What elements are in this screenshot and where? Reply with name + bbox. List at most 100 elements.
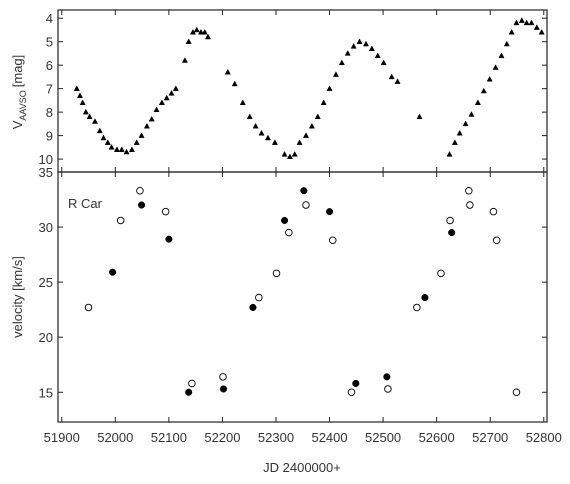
y-tick-label: 15 xyxy=(39,385,53,400)
data-point xyxy=(188,379,196,388)
data-point xyxy=(285,228,293,237)
data-point xyxy=(271,139,278,145)
data-point xyxy=(380,59,387,66)
data-point xyxy=(138,201,146,209)
data-point xyxy=(462,120,469,127)
label-main: V xyxy=(10,120,25,129)
data-point xyxy=(489,207,498,216)
data-point xyxy=(308,122,315,129)
data-point xyxy=(338,59,345,66)
y-axis-label: VAAVSO [mag] xyxy=(10,55,28,130)
data-point xyxy=(204,33,211,40)
data-point xyxy=(352,379,360,387)
label-unit: [mag] xyxy=(10,55,25,88)
data-point xyxy=(82,108,89,115)
data-point xyxy=(320,99,327,105)
data-point xyxy=(362,40,369,47)
y-tick-label: 30 xyxy=(39,220,53,235)
data-point xyxy=(486,75,493,82)
data-point xyxy=(503,40,510,47)
data-point xyxy=(91,118,98,124)
data-point xyxy=(201,28,208,35)
data-point xyxy=(281,151,288,157)
y-tick-label: 10 xyxy=(39,152,53,167)
data-point xyxy=(416,113,423,120)
data-point xyxy=(181,57,188,63)
data-point xyxy=(456,129,463,136)
data-point xyxy=(446,216,454,225)
data-point xyxy=(533,24,540,30)
data-point xyxy=(448,229,456,237)
data-point xyxy=(148,115,155,122)
y-tick-label: 9 xyxy=(46,129,53,144)
data-point xyxy=(513,19,520,26)
x-tick-label: 52600 xyxy=(419,430,455,445)
data-point xyxy=(76,92,83,98)
data-point xyxy=(300,187,308,195)
x-tick-label: 52400 xyxy=(311,430,347,445)
y-tick-label: 35 xyxy=(39,165,53,180)
data-point xyxy=(383,373,391,381)
data-point xyxy=(465,187,473,195)
data-point xyxy=(498,52,505,59)
data-point xyxy=(168,90,175,96)
x-axis-label: JD 2400000+ xyxy=(263,460,341,475)
x-tick-label: 52700 xyxy=(472,430,508,445)
data-point xyxy=(108,144,115,150)
data-point xyxy=(224,68,231,75)
data-point xyxy=(165,235,173,243)
data-point xyxy=(314,113,321,120)
data-point xyxy=(249,303,257,311)
data-point xyxy=(84,303,93,312)
data-point xyxy=(350,43,357,49)
data-point xyxy=(123,148,130,155)
x-tick-label: 52100 xyxy=(151,430,187,445)
data-point xyxy=(128,146,135,152)
y-tick-label: 25 xyxy=(39,275,53,290)
data-point xyxy=(163,94,170,101)
data-point xyxy=(197,28,205,35)
data-point xyxy=(384,385,392,393)
data-point xyxy=(219,373,227,381)
data-point xyxy=(302,132,310,138)
data-point xyxy=(302,201,310,209)
data-point xyxy=(437,269,445,277)
data-point xyxy=(79,99,86,105)
data-point xyxy=(325,208,334,216)
data-point xyxy=(492,64,499,70)
data-point xyxy=(446,151,453,157)
data-point xyxy=(374,52,381,59)
data-point xyxy=(172,85,179,91)
data-point xyxy=(451,139,458,145)
data-point xyxy=(96,127,103,134)
x-tick-label: 52800 xyxy=(526,430,562,445)
data-point xyxy=(368,45,375,51)
data-point xyxy=(329,236,337,244)
data-point xyxy=(468,111,475,117)
data-point xyxy=(143,122,150,129)
data-point xyxy=(255,293,263,302)
y-axis-label: velocity [km/s] xyxy=(10,256,25,338)
data-point xyxy=(104,139,111,145)
data-point xyxy=(413,303,421,312)
data-point xyxy=(538,28,545,35)
data-point xyxy=(326,85,333,91)
data-point xyxy=(185,38,192,44)
y-tick-label: 20 xyxy=(39,330,53,345)
data-point xyxy=(239,99,246,105)
data-point xyxy=(347,388,356,396)
data-point xyxy=(133,139,140,145)
data-point xyxy=(480,87,487,94)
data-point xyxy=(394,78,401,84)
data-point xyxy=(286,153,293,159)
y-tick-label: 5 xyxy=(46,35,53,50)
y-tick-label: 6 xyxy=(46,58,53,73)
data-point xyxy=(193,26,200,33)
data-point xyxy=(518,17,525,23)
y-tick-label: 8 xyxy=(46,105,53,120)
data-point xyxy=(332,71,339,77)
y-tick-label: 7 xyxy=(46,82,53,97)
label-sub: AAVSO xyxy=(18,90,28,120)
data-point xyxy=(528,19,535,26)
